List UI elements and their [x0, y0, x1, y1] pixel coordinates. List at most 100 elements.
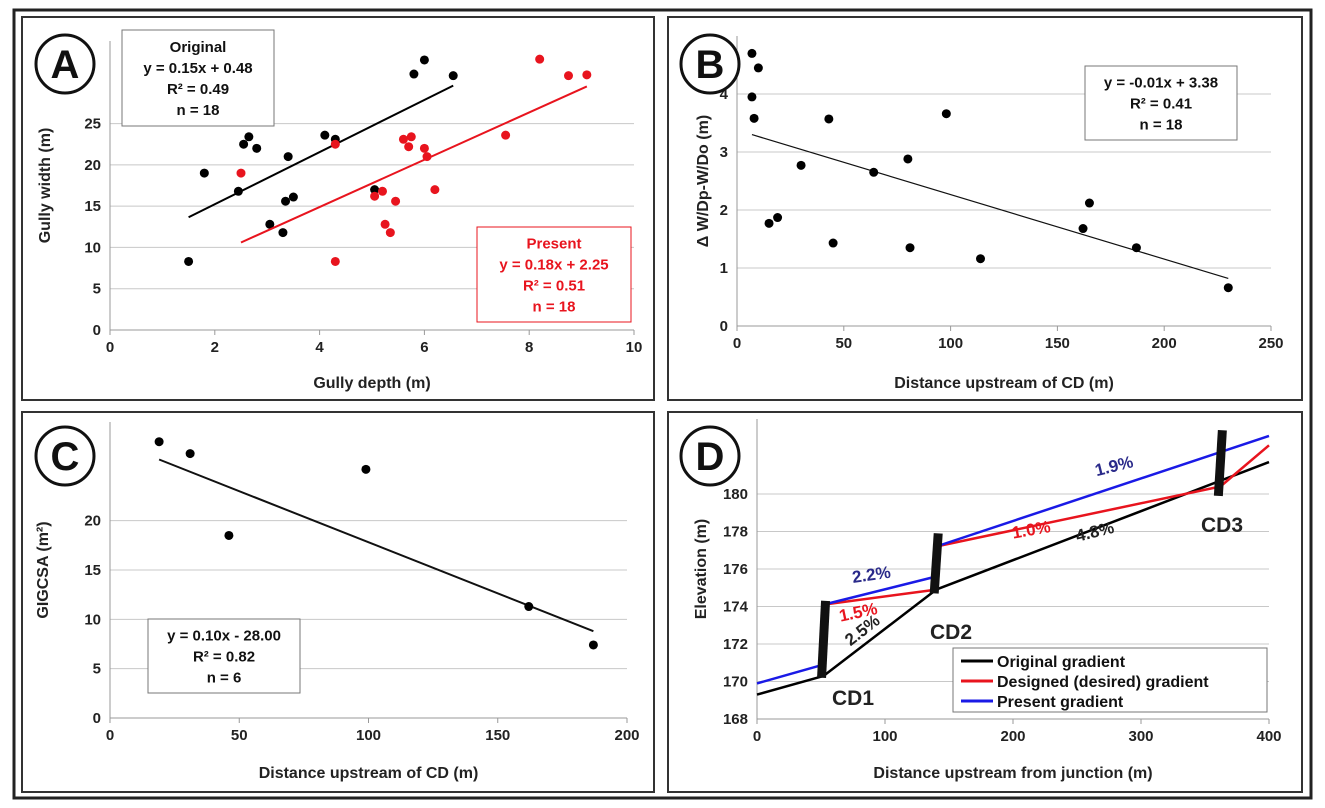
panel-letter-circle	[34, 33, 96, 95]
data-point-original	[199, 168, 209, 178]
y-tick-label: 15	[84, 198, 101, 215]
y-tick-label: 0	[93, 322, 101, 339]
data-point-original	[283, 152, 293, 162]
data-point	[941, 109, 951, 119]
x-tick-label: 100	[938, 335, 963, 352]
data-point	[905, 243, 915, 253]
data-point-original	[265, 219, 275, 229]
y-tick-label: 15	[84, 562, 101, 579]
x-tick-label: 50	[231, 727, 248, 744]
stats-line: y = 0.18x + 2.25	[499, 257, 608, 274]
stats-line: y = -0.01x + 3.38	[1104, 75, 1218, 92]
data-point-present	[535, 54, 545, 64]
y-tick-label: 2	[720, 202, 728, 219]
x-tick-label: 0	[106, 339, 114, 356]
data-point	[1131, 243, 1141, 253]
stats-line: Original	[170, 39, 227, 56]
data-point-present	[406, 132, 416, 142]
data-point-original	[184, 256, 194, 266]
y-tick-label: 180	[723, 486, 748, 503]
structure-label: CD3	[1201, 514, 1243, 537]
y-tick-label: 0	[720, 318, 728, 335]
stats-line: y = 0.10x - 28.00	[167, 628, 281, 645]
panel-letter-circle	[679, 33, 741, 95]
data-point	[154, 437, 164, 447]
data-point-present	[330, 139, 340, 149]
y-axis-title: GIGCSA (m²)	[35, 521, 52, 618]
data-point-present	[419, 143, 429, 153]
data-point-original	[278, 228, 288, 238]
data-point	[828, 238, 838, 248]
figure-frame	[12, 8, 1313, 800]
x-tick-label: 0	[753, 728, 761, 745]
data-point	[796, 160, 806, 170]
x-tick-label: 8	[525, 339, 533, 356]
panel-b: 0 1 2 3 4 0 50 100 150 200 250 Distance upstream of…	[679, 33, 1284, 392]
data-point	[588, 640, 598, 650]
data-point-original	[239, 139, 249, 149]
stats-line: R² = 0.82	[193, 649, 255, 666]
stats-line: R² = 0.49	[167, 81, 229, 98]
x-tick-label: 50	[835, 335, 852, 352]
y-tick-label: 20	[84, 157, 101, 174]
data-point	[1223, 283, 1233, 293]
x-tick-label: 0	[733, 335, 741, 352]
panel-frame-c	[21, 411, 655, 793]
y-tick-label: 0	[93, 710, 101, 727]
y-tick-label: 3	[720, 144, 728, 161]
trendline	[158, 458, 594, 633]
data-point-original	[252, 143, 262, 153]
x-tick-label: 6	[420, 339, 428, 356]
data-point-present	[501, 130, 511, 140]
stats-line: y = 0.15x + 0.48	[143, 60, 252, 77]
y-tick-label: 172	[723, 636, 748, 653]
x-tick-label: 200	[614, 727, 639, 744]
data-point	[185, 449, 195, 459]
structure-label: CD1	[832, 687, 874, 710]
data-point-present	[380, 219, 390, 229]
data-point-present	[564, 71, 573, 81]
data-point	[764, 218, 774, 228]
y-tick-label: 178	[723, 524, 748, 541]
y-tick-label: 5	[93, 281, 101, 298]
stats-line: R² = 0.51	[523, 278, 585, 295]
trendline	[751, 134, 1229, 280]
data-point	[824, 114, 834, 124]
data-point-present	[236, 168, 246, 178]
data-point-present	[370, 191, 380, 201]
y-axis-title: Δ W/Dp-W/Do (m)	[695, 115, 712, 247]
data-point-original	[370, 185, 380, 195]
trendline-present	[240, 85, 588, 244]
data-point-original	[281, 196, 291, 206]
data-point	[976, 254, 986, 264]
x-tick-label: 10	[626, 339, 643, 356]
structure-cd1	[817, 600, 831, 678]
x-tick-label: 100	[356, 727, 381, 744]
data-point	[753, 63, 763, 73]
panel-letter: A	[51, 43, 80, 87]
x-tick-label: 250	[1258, 335, 1283, 352]
data-point-original	[409, 69, 419, 79]
x-axis-title: Distance upstream of CD (m)	[259, 765, 479, 782]
data-point-original	[244, 132, 254, 142]
y-tick-label: 170	[723, 674, 748, 691]
data-point-present	[377, 186, 387, 196]
x-tick-label: 300	[1128, 728, 1153, 745]
structure-label: CD2	[930, 621, 972, 644]
structure-cd2	[929, 533, 943, 594]
panel-letter-circle	[34, 425, 96, 487]
x-axis-title: Gully depth (m)	[313, 375, 430, 392]
x-tick-label: 400	[1256, 728, 1281, 745]
stats-line: Present	[526, 236, 581, 253]
structure-cd3	[1213, 429, 1227, 497]
y-tick-label: 176	[723, 561, 748, 578]
y-tick-label: 10	[84, 239, 101, 256]
x-tick-label: 2	[211, 339, 219, 356]
stats-box	[476, 226, 632, 323]
stats-line: n = 18	[1140, 117, 1183, 134]
x-tick-label: 0	[106, 727, 114, 744]
data-point-original	[233, 186, 243, 196]
stats-box	[121, 29, 275, 127]
